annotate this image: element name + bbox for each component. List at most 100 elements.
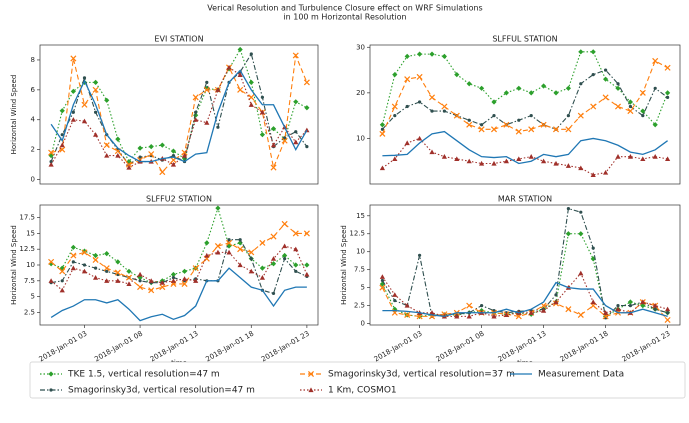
- marker: [579, 82, 583, 86]
- y-tick-label: 4: [31, 116, 36, 124]
- y-tick-label: 5: [361, 284, 365, 292]
- x-tick-label: 2018-Jan-01 18: [204, 330, 255, 364]
- marker: [304, 262, 310, 268]
- marker: [417, 135, 423, 141]
- marker: [93, 275, 99, 280]
- marker: [70, 244, 76, 250]
- marker: [404, 311, 411, 318]
- marker: [181, 153, 188, 158]
- marker: [282, 252, 288, 259]
- marker: [81, 268, 88, 274]
- marker: [59, 146, 66, 153]
- marker: [215, 205, 221, 211]
- marker: [503, 312, 509, 318]
- marker: [237, 86, 244, 93]
- marker: [303, 79, 310, 86]
- marker: [171, 276, 176, 280]
- marker: [248, 79, 254, 85]
- marker: [259, 275, 265, 280]
- marker: [603, 76, 609, 82]
- marker: [60, 279, 64, 283]
- marker: [93, 252, 99, 259]
- legend-label: Measurement Data: [538, 370, 624, 380]
- marker: [516, 85, 522, 91]
- marker: [81, 249, 88, 256]
- marker: [565, 306, 572, 313]
- marker: [615, 154, 621, 159]
- marker: [126, 281, 132, 287]
- marker: [137, 284, 144, 291]
- marker: [517, 118, 521, 122]
- marker: [665, 90, 671, 96]
- marker: [491, 313, 497, 319]
- marker: [49, 159, 53, 164]
- marker: [283, 257, 287, 261]
- marker: [528, 90, 534, 96]
- marker: [237, 246, 244, 253]
- y-axis-label: Horizontal Wind Speed: [10, 225, 18, 305]
- marker: [392, 156, 398, 162]
- marker: [418, 100, 422, 104]
- marker: [193, 278, 199, 283]
- marker: [126, 164, 132, 170]
- marker: [48, 161, 54, 167]
- marker: [215, 249, 221, 255]
- plot-frame: [369, 204, 681, 326]
- marker: [226, 64, 232, 70]
- x-tick-label: 2018-Jan-01 23: [260, 330, 311, 364]
- marker: [181, 268, 188, 274]
- y-tick-label: 2: [31, 146, 35, 154]
- marker: [103, 265, 110, 272]
- marker: [304, 271, 310, 277]
- marker: [454, 313, 460, 319]
- marker: [392, 72, 398, 78]
- marker: [602, 94, 609, 101]
- marker: [653, 86, 657, 90]
- marker: [194, 110, 198, 114]
- marker: [270, 261, 277, 267]
- marker: [480, 303, 484, 308]
- marker: [490, 126, 498, 133]
- marker: [125, 161, 132, 168]
- marker: [81, 101, 88, 108]
- marker: [204, 252, 210, 258]
- marker: [281, 137, 288, 144]
- marker: [148, 151, 155, 158]
- marker: [59, 108, 65, 114]
- marker: [249, 52, 253, 56]
- marker: [540, 121, 547, 128]
- marker: [238, 238, 242, 242]
- marker: [491, 99, 497, 105]
- marker: [577, 311, 584, 318]
- marker: [70, 88, 76, 94]
- marker: [303, 230, 310, 237]
- marker: [294, 269, 298, 273]
- marker: [159, 280, 165, 285]
- marker: [48, 261, 54, 267]
- marker: [270, 233, 277, 240]
- legend-label: TKE 1.5, vertical resolution=47 m: [67, 370, 220, 380]
- series-line: [50, 223, 307, 291]
- marker: [393, 298, 397, 303]
- legend-label: Smagorinsky3d, vertical resolution=47 m: [68, 386, 255, 396]
- marker: [248, 268, 254, 274]
- marker: [639, 89, 646, 96]
- x-tick-label: 2018-Jan-01 08: [435, 330, 486, 364]
- marker: [192, 94, 199, 101]
- marker: [259, 132, 265, 138]
- y-tick-label: 6: [31, 86, 36, 94]
- marker: [171, 154, 176, 158]
- marker: [640, 302, 646, 309]
- marker: [566, 114, 571, 118]
- marker: [237, 262, 243, 268]
- marker: [604, 68, 608, 72]
- marker: [454, 72, 460, 78]
- marker: [293, 246, 299, 252]
- marker: [627, 99, 633, 105]
- series-line: [50, 66, 308, 169]
- marker: [442, 109, 446, 113]
- series-line: [381, 60, 668, 135]
- marker: [653, 307, 657, 311]
- marker: [92, 256, 99, 263]
- marker: [628, 303, 633, 308]
